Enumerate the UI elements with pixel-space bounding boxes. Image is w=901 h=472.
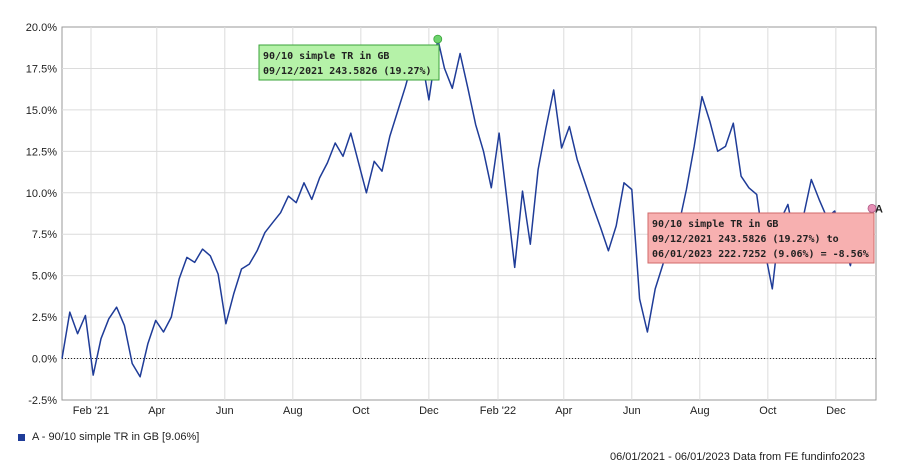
legend-label: A - 90/10 simple TR in GB [9.06%] xyxy=(32,431,200,443)
y-tick-label: 15.0% xyxy=(26,105,57,117)
peak-marker xyxy=(433,34,443,44)
x-tick-label: Oct xyxy=(352,405,369,417)
end-annotation-line: 90/10 simple TR in GB xyxy=(652,218,778,230)
x-tick-label: Feb '21 xyxy=(73,405,109,417)
x-tick-label: Jun xyxy=(623,405,641,417)
y-tick-label: 5.0% xyxy=(32,271,57,283)
y-tick-label: 2.5% xyxy=(32,312,57,324)
legend: A - 90/10 simple TR in GB [9.06%] xyxy=(18,431,199,443)
y-tick-label: 12.5% xyxy=(26,146,57,158)
end-annotation-line: 06/01/2023 222.7252 (9.06%) = -8.56% xyxy=(652,249,869,260)
peak-annotation-box xyxy=(258,44,440,81)
end-marker xyxy=(867,203,877,213)
y-tick-label: 17.5% xyxy=(26,63,57,75)
x-tick-label: Dec xyxy=(826,405,846,417)
end-series-label: A xyxy=(875,203,883,215)
peak-annotation-line: 90/10 simple TR in GB xyxy=(263,50,389,62)
peak-annotation-line: 09/12/2021 243.5826 (19.27%) xyxy=(263,66,432,77)
x-tick-label: Aug xyxy=(690,405,710,417)
legend-swatch xyxy=(18,433,25,441)
x-tick-label: Apr xyxy=(555,405,572,417)
end-annotation-box xyxy=(647,212,875,264)
footer-source: 06/01/2021 - 06/01/2023 Data from FE fun… xyxy=(609,451,865,463)
y-tick-label: -2.5% xyxy=(28,395,57,407)
x-tick-label: Oct xyxy=(759,405,776,417)
y-tick-label: 20.0% xyxy=(26,22,57,34)
x-tick-label: Apr xyxy=(148,405,165,417)
end-annotation-line: 09/12/2021 243.5826 (19.27%) to xyxy=(652,234,839,245)
y-tick-label: 10.0% xyxy=(26,188,57,200)
series-line xyxy=(61,38,877,378)
y-tick-label: 7.5% xyxy=(32,229,57,241)
y-tick-label: 0.0% xyxy=(32,354,57,366)
x-tick-label: Jun xyxy=(216,405,234,417)
x-tick-label: Dec xyxy=(419,405,439,417)
line-chart: 20.0% 17.5% 15.0% 12.5% 10.0% 7.5% 5.0% 2.5% 0.0… xyxy=(26,22,883,417)
x-tick-label: Feb '22 xyxy=(480,405,516,417)
x-tick-label: Aug xyxy=(283,405,303,417)
